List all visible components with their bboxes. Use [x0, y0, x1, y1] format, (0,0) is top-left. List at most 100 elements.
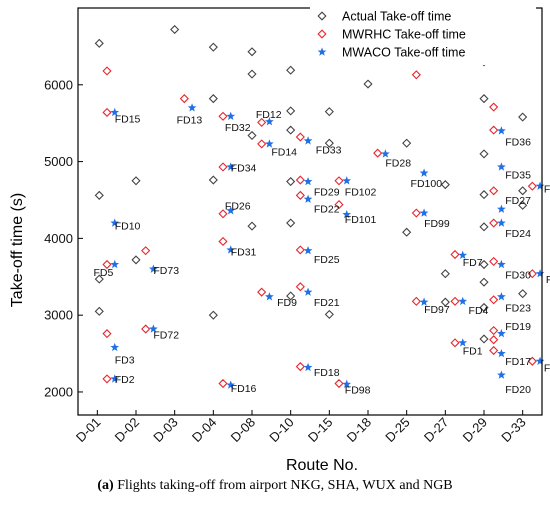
mwrhc-take-off-time-point: [489, 335, 499, 345]
mwrhc-take-off-time-point: [489, 295, 499, 305]
mwrhc-take-off-time-point: [218, 378, 228, 389]
point-label: FD6: [544, 362, 550, 374]
actual-take-off-time-point: [94, 306, 104, 316]
mwrhc-take-off-time-point: [450, 249, 460, 260]
point-label: FD18: [314, 367, 340, 379]
point-label: FD28: [385, 157, 411, 169]
mwaco-take-off-time-point: [226, 111, 236, 120]
mwrhc-take-off-time-point: [489, 256, 499, 266]
mwaco-take-off-time-point: [458, 296, 468, 306]
mwaco-take-off-time-point: [458, 250, 468, 259]
x-tick-label: D-25: [382, 415, 413, 446]
actual-take-off-time-point: [94, 38, 104, 48]
mwaco-take-off-time-point: [149, 264, 158, 273]
actual-take-off-time-point: [518, 186, 528, 196]
point-label: FD27: [505, 195, 531, 207]
legend-marker: [317, 11, 327, 21]
point-label: FD5: [93, 267, 113, 279]
actual-take-off-time-point: [324, 107, 334, 117]
mwaco-take-off-time-point: [342, 379, 352, 388]
mwaco-take-off-time-point: [110, 218, 120, 227]
legend-marker: [317, 47, 327, 56]
mwaco-take-off-time-point: [110, 374, 120, 383]
mwaco-take-off-time-point: [419, 297, 429, 306]
mwrhc-take-off-time-point: [489, 102, 499, 112]
actual-take-off-time-point: [518, 289, 528, 299]
actual-take-off-time-point: [247, 47, 257, 57]
y-tick-label: 3000: [44, 308, 73, 323]
mwaco-take-off-time-point: [381, 149, 390, 158]
mwrhc-take-off-time-point: [295, 175, 305, 185]
point-label: FD31: [231, 246, 257, 258]
y-tick-label: 4000: [44, 231, 73, 246]
actual-take-off-time-point: [131, 255, 141, 265]
mwaco-take-off-time-point: [497, 348, 506, 358]
point-label: FD29: [314, 187, 340, 199]
actual-take-off-time-point: [208, 310, 218, 320]
mwrhc-take-off-time-point: [257, 139, 267, 149]
mwrhc-take-off-time-point: [489, 186, 499, 196]
actual-take-off-time-point: [440, 297, 450, 307]
mwaco-take-off-time-point: [342, 176, 352, 185]
point-label: FD22: [314, 203, 340, 215]
point-label: FD34: [231, 163, 257, 175]
actual-take-off-time-point: [208, 42, 218, 52]
actual-take-off-time-point: [131, 176, 141, 186]
mwaco-take-off-time-point: [535, 269, 545, 278]
point-label: FD24: [505, 228, 531, 240]
actual-take-off-time-point: [286, 65, 296, 75]
mwrhc-take-off-time-point: [295, 132, 305, 142]
actual-take-off-time-point: [479, 302, 489, 313]
y-tick-label: 5000: [44, 154, 73, 169]
point-label: FD17: [505, 356, 531, 368]
actual-take-off-time-point: [94, 274, 104, 284]
actual-take-off-time-point: [479, 259, 489, 270]
actual-take-off-time-point: [208, 94, 218, 104]
point-label: FD98: [345, 385, 371, 397]
x-tick-label: D-15: [305, 415, 336, 446]
mwrhc-take-off-time-point: [527, 269, 537, 279]
actual-take-off-time-point: [324, 138, 334, 148]
mwrhc-take-off-time-point: [102, 329, 112, 339]
legend: Actual Take-off time MWRHC Take-off time M…: [310, 3, 536, 65]
mwrhc-take-off-time-point: [257, 287, 267, 297]
actual-take-off-time-point: [247, 69, 257, 79]
actual-take-off-time-point: [479, 149, 489, 159]
mwrhc-take-off-time-point: [102, 107, 112, 118]
point-label: FD13: [177, 114, 203, 126]
mwaco-take-off-time-point: [535, 181, 545, 190]
mwrhc-take-off-time-point: [411, 296, 421, 306]
x-tick-label: D-01: [73, 415, 104, 446]
mwrhc-take-off-time-point: [218, 111, 228, 121]
mwrhc-take-off-time-point: [179, 94, 189, 104]
actual-take-off-time-point: [479, 334, 489, 344]
actual-take-off-time-point: [94, 190, 104, 200]
point-label: FD26: [225, 200, 251, 212]
point-label: FD100: [411, 178, 443, 190]
actual-take-off-time-point: [208, 175, 218, 185]
actual-take-off-time-point: [247, 221, 257, 231]
mwaco-take-off-time-point: [226, 380, 236, 389]
mwrhc-take-off-time-point: [334, 378, 344, 389]
point-label: FD23: [505, 302, 531, 314]
x-tick-label: D-27: [421, 415, 452, 446]
actual-take-off-time-point: [286, 125, 296, 135]
point-label: FD1: [463, 345, 483, 357]
actual-take-off-time-point: [286, 218, 296, 228]
mwaco-take-off-time-point: [226, 206, 236, 215]
mwrhc-take-off-time-point: [295, 245, 305, 255]
mwaco-take-off-time-point: [265, 292, 274, 301]
x-tick-label: D-29: [460, 415, 491, 446]
legend-entry: MWACO Take-off time: [342, 46, 465, 60]
mwrhc-take-off-time-point: [218, 236, 228, 247]
actual-take-off-time-point: [247, 130, 257, 141]
caption-text: Flights taking-off from airport NKG, SHA…: [113, 478, 453, 493]
mwrhc-take-off-time-point: [102, 66, 112, 76]
mwaco-take-off-time-point: [303, 287, 313, 296]
actual-take-off-time-point: [518, 112, 528, 122]
mwrhc-take-off-time-point: [141, 324, 151, 334]
data-points: [94, 24, 545, 389]
point-label: FD36: [505, 137, 531, 149]
actual-take-off-time-point: [440, 269, 450, 279]
mwrhc-take-off-time-point: [489, 125, 499, 135]
